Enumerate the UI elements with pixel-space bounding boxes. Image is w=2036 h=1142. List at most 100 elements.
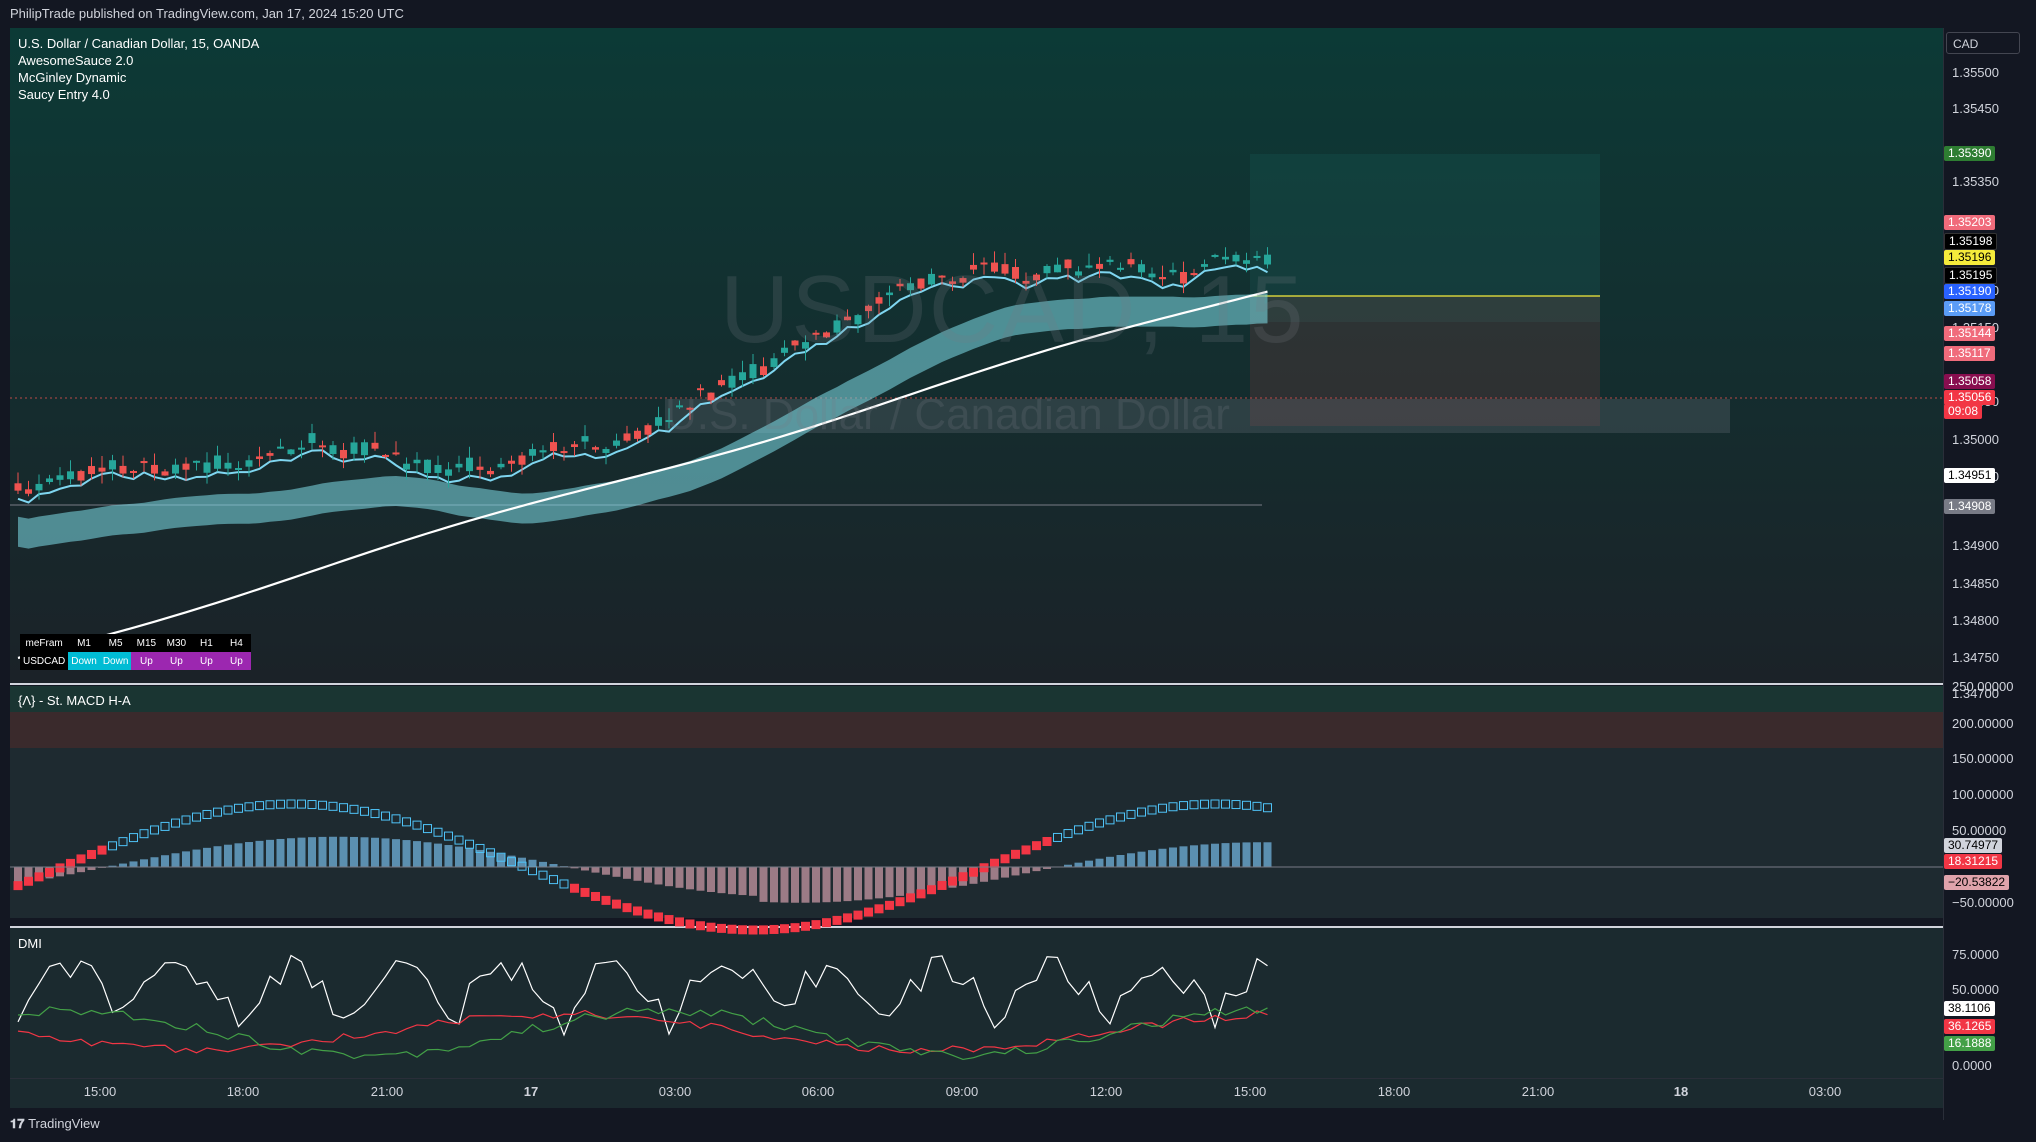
candle-body xyxy=(749,364,757,379)
macd-tick: 250.00000 xyxy=(1952,679,2014,694)
candle-body xyxy=(1253,255,1261,258)
macd-histogram-bar xyxy=(507,855,516,867)
candle-body xyxy=(413,459,421,464)
candle-body xyxy=(1075,271,1082,276)
candle-body xyxy=(1211,254,1219,257)
legend-symbol[interactable]: U.S. Dollar / Canadian Dollar, 15, OANDA xyxy=(18,36,260,51)
macd-histogram-bar xyxy=(108,865,117,867)
macd-histogram-bar xyxy=(843,867,852,902)
candle-body xyxy=(1022,280,1030,284)
dmi-tick: 50.0000 xyxy=(1952,982,1999,997)
candle-body xyxy=(886,292,893,296)
pane-separator xyxy=(10,683,2036,685)
macd-ha-candle xyxy=(664,915,674,925)
macd-ha-candle xyxy=(87,849,96,859)
macd-histogram-bar xyxy=(24,867,33,883)
candle-body xyxy=(46,478,53,483)
macd-histogram-bar xyxy=(1190,845,1198,867)
tf-header-cell: M5 xyxy=(99,634,132,652)
legend-awesomesauce[interactable]: AwesomeSauce 2.0 xyxy=(18,53,134,68)
candle-body xyxy=(781,347,788,353)
macd-histogram-bar xyxy=(570,867,579,869)
macd-ha-candle xyxy=(255,801,264,811)
candle-body xyxy=(1264,254,1271,265)
candle-body xyxy=(917,278,925,289)
macd-histogram-bar xyxy=(1011,867,1020,876)
macd-ha-candle xyxy=(234,803,243,813)
macd-histogram-bar xyxy=(308,837,316,867)
macd-ha-candle xyxy=(1011,849,1020,859)
macd-histogram-bar xyxy=(654,867,663,885)
macd-histogram-bar xyxy=(1158,848,1167,867)
dmi-legend[interactable]: DMI xyxy=(18,935,42,952)
price-axis[interactable] xyxy=(1943,28,2036,1120)
macd-ha-candle xyxy=(486,848,495,858)
macd-histogram-bar xyxy=(549,864,558,867)
candle-body xyxy=(644,425,652,435)
macd-ha-candle xyxy=(1231,800,1241,810)
price-tag: 1.35058 xyxy=(1944,374,1996,389)
macd-legend[interactable]: {Λ} - St. MACD H-A xyxy=(18,692,131,709)
macd-histogram-bar xyxy=(87,867,96,871)
time-label: 12:00 xyxy=(1089,1084,1123,1099)
macd-ha-candle xyxy=(780,924,789,934)
candle-body xyxy=(1138,264,1145,273)
macd-histogram-bar xyxy=(833,867,841,902)
macd-ha-candle xyxy=(1252,801,1262,811)
macd-ha-candle xyxy=(412,820,422,830)
main-legend: U.S. Dollar / Canadian Dollar, 15, OANDA… xyxy=(18,35,259,103)
candle-body xyxy=(382,454,389,457)
candle-body xyxy=(1064,259,1072,269)
tf-row-cell: Down xyxy=(99,652,132,670)
macd-ha-candle xyxy=(1210,799,1220,809)
macd-histogram-bar xyxy=(486,851,495,867)
macd-histogram-bar xyxy=(749,867,757,896)
macd-histogram-bar xyxy=(1137,851,1146,867)
pane-separator xyxy=(10,926,2036,928)
price-tick: 1.34900 xyxy=(1952,538,1999,553)
mcginley-line xyxy=(17,264,1268,504)
macd-ha-candle xyxy=(1053,832,1062,842)
macd-histogram-bar xyxy=(129,861,138,867)
target-box xyxy=(1250,154,1600,322)
macd-histogram-bar xyxy=(1032,867,1041,872)
macd-histogram-bar xyxy=(990,867,999,880)
macd-histogram-bar xyxy=(665,867,673,887)
macd-histogram-bar xyxy=(1200,844,1209,867)
price-tick: 1.35500 xyxy=(1952,65,1999,80)
macd-histogram-bar xyxy=(717,867,726,894)
macd-ha-candle xyxy=(811,920,821,930)
macd-histogram-bar xyxy=(14,867,22,885)
macd-histogram-bar xyxy=(77,867,85,873)
currency-label[interactable]: CAD xyxy=(1946,32,2020,54)
macd-ha-candle xyxy=(297,799,306,809)
adx-line xyxy=(17,954,1268,1037)
macd-histogram-bar xyxy=(1095,858,1104,867)
candle-body xyxy=(812,332,820,335)
macd-ha-candle xyxy=(139,829,149,839)
candle-body xyxy=(739,372,746,381)
chart-canvas[interactable] xyxy=(0,28,2036,1120)
candle-body xyxy=(676,405,683,408)
macd-histogram-bar xyxy=(707,867,715,892)
candle-body xyxy=(298,447,305,450)
macd-ha-candle xyxy=(874,904,884,914)
macd-ha-candle xyxy=(1179,801,1188,811)
macd-ha-candle xyxy=(45,867,54,877)
macd-histogram-bar xyxy=(434,843,442,867)
macd-histogram-bar xyxy=(255,840,264,867)
macd-histogram-bar xyxy=(392,839,400,867)
legend-saucy-entry[interactable]: Saucy Entry 4.0 xyxy=(18,87,110,102)
legend-mcginley[interactable]: McGinley Dynamic xyxy=(18,70,127,85)
candle-body xyxy=(151,464,158,474)
candle-body xyxy=(980,262,988,265)
candle-body xyxy=(560,451,568,454)
macd-histogram-bar xyxy=(980,867,988,882)
candle-body xyxy=(1127,259,1135,265)
macd-histogram-bar xyxy=(444,845,453,867)
candle-body xyxy=(865,305,872,312)
candle-body xyxy=(581,436,589,442)
dmi-tag: 16.1888 xyxy=(1944,1036,1996,1051)
candle-body xyxy=(392,452,400,455)
macd-histogram-bar xyxy=(339,836,348,867)
